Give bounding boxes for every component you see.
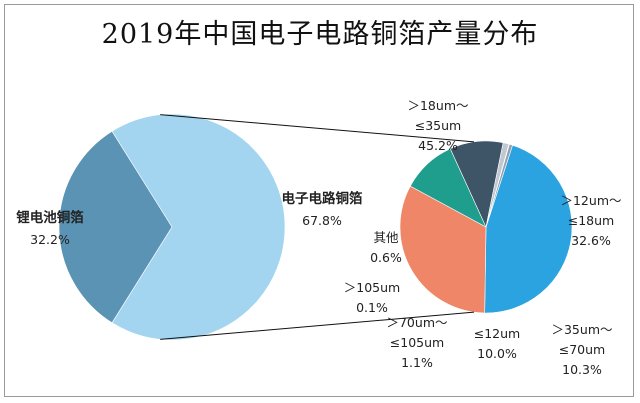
secondary-slice-label-3-line: 10.0%	[477, 346, 517, 361]
secondary-slice-label-4-line: 1.1%	[401, 355, 433, 370]
secondary-pie-slice-1	[399, 185, 487, 314]
main-slice-name-0: 锂电池铜箔	[16, 209, 84, 226]
main-slice-name-1-line: 电子电路铜箔	[282, 190, 363, 207]
secondary-slice-label-2: ＞35um～ ≤70um 10.3%	[551, 322, 612, 377]
main-slice-value-0-line: 32.2%	[30, 232, 70, 247]
secondary-slice-label-5: ＞105um 0.1%	[344, 280, 400, 315]
connector-line-bottom	[160, 311, 475, 340]
secondary-slice-label-3-line: ≤12um	[474, 326, 520, 341]
secondary-slice-label-1-line: 32.6%	[571, 233, 611, 248]
chart-frame	[4, 4, 634, 397]
secondary-pie-slice-0	[484, 144, 573, 314]
main-slice-value-0: 32.2%	[30, 232, 70, 247]
secondary-slice-label-1-line: ≤18um	[568, 213, 614, 228]
secondary-slice-label-2-line: 10.3%	[562, 362, 602, 377]
main-slice-value-1: 67.8%	[302, 213, 342, 228]
secondary-slice-label-5-line: 0.1%	[356, 300, 388, 315]
secondary-slice-label-0: ＞18um～ ≤35um 45.2%	[407, 98, 468, 153]
main-slice-name-0-line: 锂电池铜箔	[16, 209, 84, 226]
main-pie-slice-circuit	[111, 113, 286, 341]
secondary-slice-label-0-line: 45.2%	[418, 138, 458, 153]
secondary-slice-label-6-line: 其他	[373, 230, 399, 245]
secondary-slice-label-4: ＞70um～ ≤105um 1.1%	[386, 315, 447, 370]
secondary-slice-label-1-line: ＞12um～	[560, 193, 621, 208]
main-pie-slice-lithium	[58, 130, 173, 324]
secondary-pie-slice-6	[485, 143, 513, 228]
secondary-slice-label-4-line: ＞70um～	[386, 315, 447, 330]
secondary-slice-label-4-line: ≤105um	[390, 335, 444, 350]
secondary-slice-label-0-line: ＞18um～	[407, 98, 468, 113]
main-slice-name-1: 电子电路铜箔	[282, 190, 363, 207]
connector-line-top	[160, 114, 475, 143]
secondary-slice-label-1: ＞12um～ ≤18um 32.6%	[560, 193, 621, 248]
chart-title: 2019年中国电子电路铜箔产量分布	[101, 19, 539, 50]
secondary-slice-label-5-line: ＞105um	[344, 280, 400, 295]
secondary-slice-label-0-line: ≤35um	[415, 118, 461, 133]
secondary-slice-label-6: 其他 0.6%	[370, 230, 402, 265]
main-slice-value-1-line: 67.8%	[302, 213, 342, 228]
secondary-slice-label-2-line: ＞35um～	[551, 322, 612, 337]
secondary-slice-label-3: ≤12um 10.0%	[474, 326, 520, 361]
secondary-slice-label-6-line: 0.6%	[370, 250, 402, 265]
secondary-slice-label-2-line: ≤70um	[559, 342, 605, 357]
